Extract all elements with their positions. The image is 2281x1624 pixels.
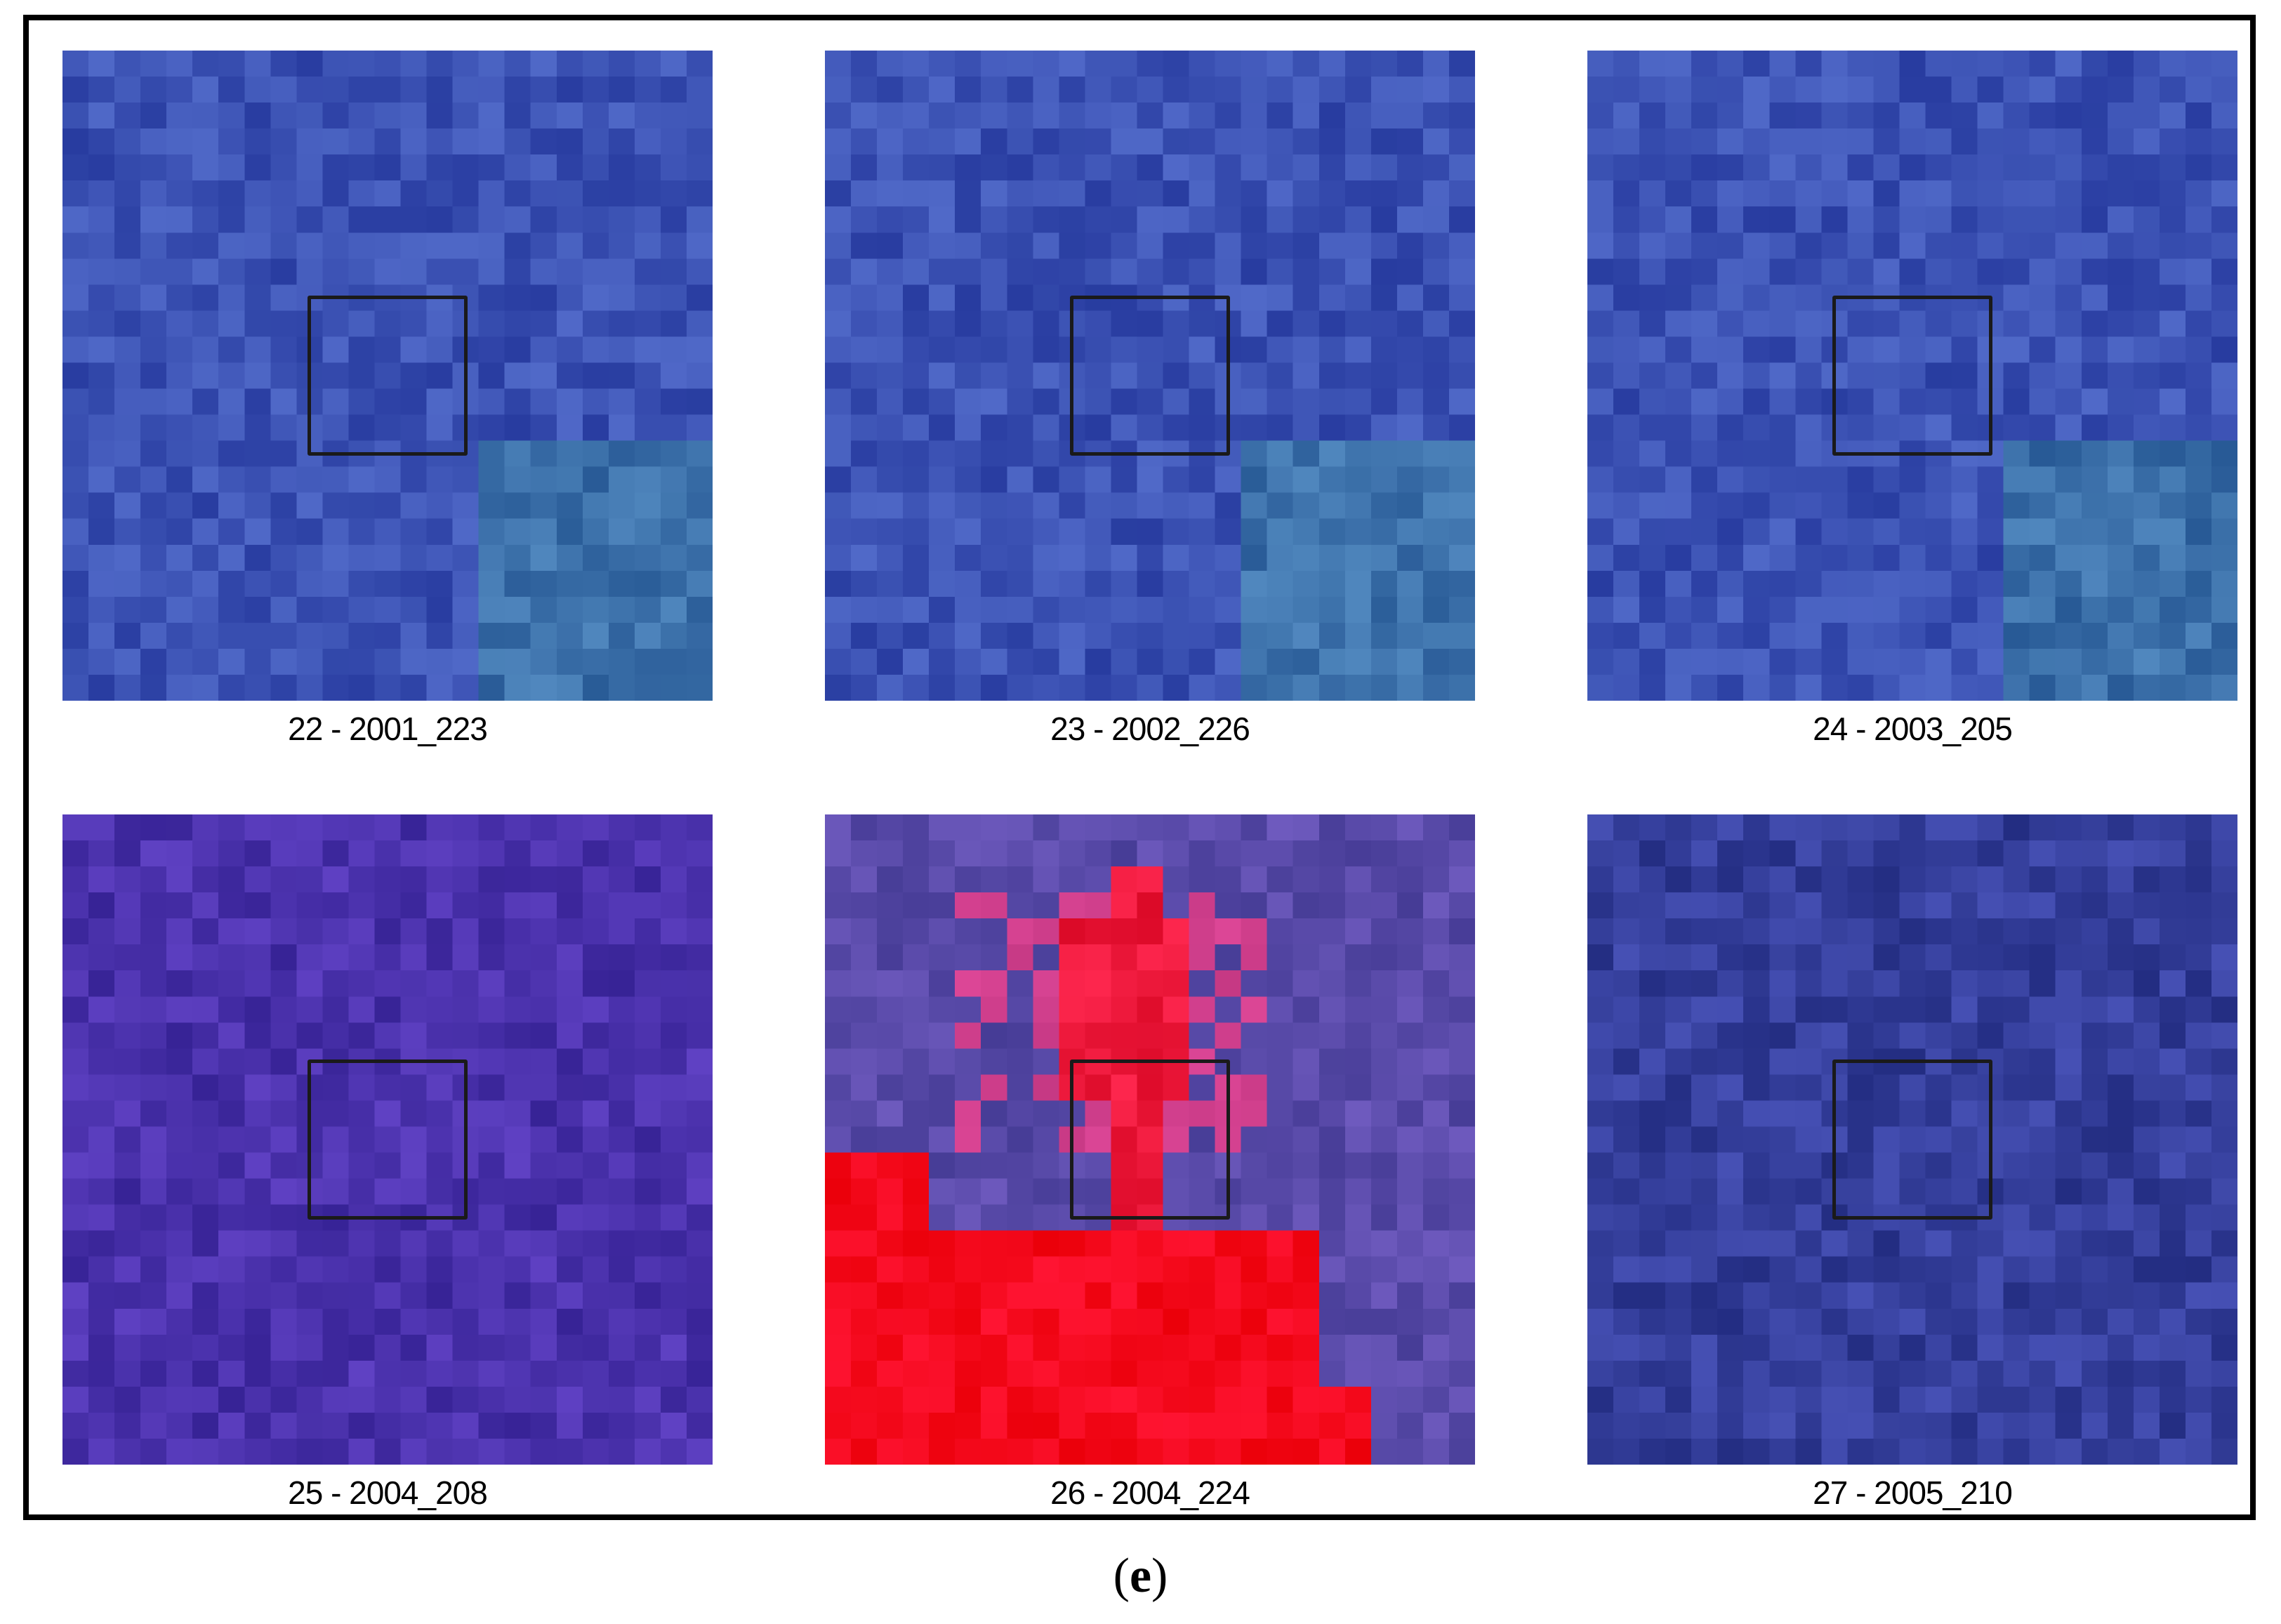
tile-caption: 23 - 2002_226 [1050, 711, 1250, 747]
roi-box [1070, 296, 1230, 456]
pixel-image [825, 51, 1475, 701]
roi-box [308, 1059, 468, 1220]
tile-caption: 22 - 2001_223 [288, 711, 488, 747]
image-panel-frame: 22 - 2001_223 23 - 2002_226 24 - 2003_20… [23, 15, 2256, 1520]
pixel-image [825, 814, 1475, 1465]
satellite-tile-6: 27 - 2005_210 [1587, 814, 2237, 1512]
satellite-tile-1: 22 - 2001_223 [62, 51, 713, 748]
pixel-image [62, 51, 713, 701]
pixel-image [62, 814, 713, 1465]
panel-label: (e) [1113, 1549, 1168, 1603]
satellite-tile-3: 24 - 2003_205 [1587, 51, 2237, 748]
tile-caption: 27 - 2005_210 [1813, 1474, 2013, 1511]
satellite-tile-4: 25 - 2004_208 [62, 814, 713, 1512]
pixel-image [1587, 51, 2237, 701]
roi-box [1070, 1059, 1230, 1220]
tile-caption: 26 - 2004_224 [1050, 1474, 1250, 1511]
satellite-tile-2: 23 - 2002_226 [825, 51, 1475, 748]
roi-box [1832, 1059, 1992, 1220]
tile-caption: 25 - 2004_208 [288, 1474, 488, 1511]
panel-letter: e [1129, 1549, 1152, 1603]
tile-caption: 24 - 2003_205 [1813, 711, 2013, 747]
pixel-image [1587, 814, 2237, 1465]
roi-box [1832, 296, 1992, 456]
satellite-tile-5: 26 - 2004_224 [825, 814, 1475, 1512]
roi-box [308, 296, 468, 456]
